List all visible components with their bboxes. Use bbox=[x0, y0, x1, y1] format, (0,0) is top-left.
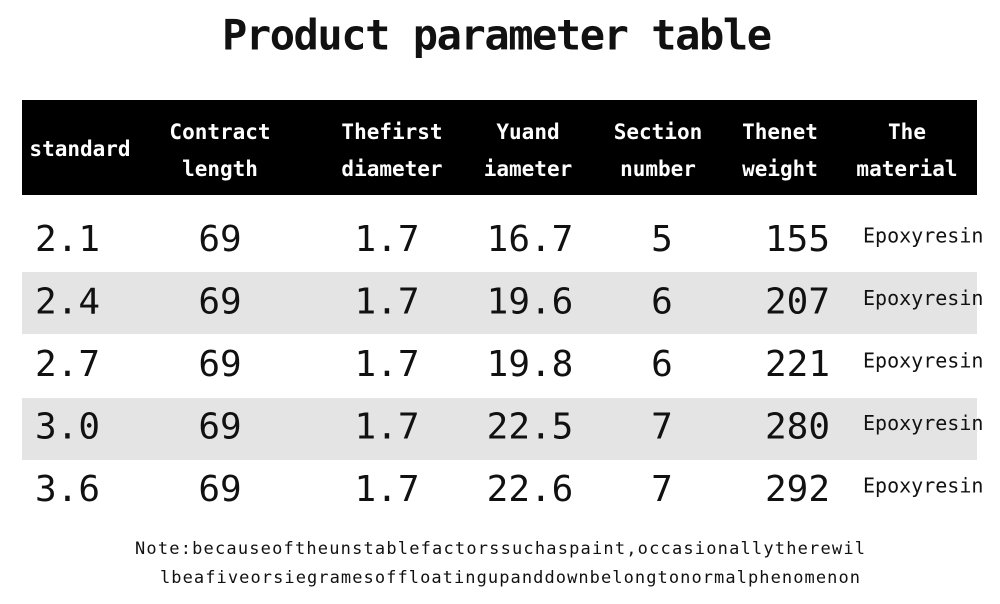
column-header: Thenet bbox=[742, 120, 818, 144]
table-cell: Epoxyresin bbox=[863, 474, 983, 498]
table-cell: 19.6 bbox=[487, 282, 574, 323]
column-header: Thefirst bbox=[341, 120, 442, 144]
table-cell: 69 bbox=[198, 219, 241, 260]
table-cell: 1.7 bbox=[354, 219, 419, 260]
table-cell: 155 bbox=[765, 219, 830, 260]
table-cell: 221 bbox=[765, 344, 830, 385]
header-band bbox=[22, 100, 977, 195]
table-cell: 292 bbox=[765, 469, 830, 510]
row-band bbox=[22, 272, 977, 334]
table-cell: 1.7 bbox=[354, 344, 419, 385]
table-cell: 280 bbox=[765, 407, 830, 448]
note-line: Note:becauseoftheunstablefactorssuchaspa… bbox=[135, 539, 865, 559]
table-cell: Epoxyresin bbox=[863, 224, 983, 248]
table-cell: 22.5 bbox=[487, 407, 574, 448]
table-cell: 19.8 bbox=[487, 344, 574, 385]
note-line: lbeafiveorsiegramesoffloatingupanddownbe… bbox=[160, 568, 860, 588]
column-header: weight bbox=[742, 157, 818, 181]
column-header: Contract bbox=[169, 120, 270, 144]
table-cell: 3.0 bbox=[35, 407, 100, 448]
title: Product parameter table bbox=[222, 11, 772, 60]
table-cell: 3.6 bbox=[35, 469, 100, 510]
table-cell: 22.6 bbox=[487, 469, 574, 510]
table-cell: Epoxyresin bbox=[863, 349, 983, 373]
table-cell: 7 bbox=[651, 407, 673, 448]
row-band bbox=[22, 398, 977, 460]
column-header: diameter bbox=[341, 157, 442, 181]
column-header: material bbox=[856, 157, 957, 181]
table-cell: 69 bbox=[198, 407, 241, 448]
column-header: Yuand bbox=[496, 120, 559, 144]
column-header: iameter bbox=[484, 157, 573, 181]
table-cell: 2.4 bbox=[35, 282, 100, 323]
table-cell: 1.7 bbox=[354, 407, 419, 448]
table-cell: 6 bbox=[651, 344, 673, 385]
table-cell: Epoxyresin bbox=[863, 286, 983, 310]
column-header: Section bbox=[614, 120, 703, 144]
column-header: The bbox=[888, 120, 926, 144]
table-cell: 1.7 bbox=[354, 282, 419, 323]
table-cell: 2.1 bbox=[35, 219, 100, 260]
column-header: number bbox=[620, 157, 696, 181]
table-cell: 69 bbox=[198, 282, 241, 323]
table-cell: 207 bbox=[765, 282, 830, 323]
table-cell: 69 bbox=[198, 469, 241, 510]
table-cell: 5 bbox=[651, 219, 673, 260]
table-cell: 6 bbox=[651, 282, 673, 323]
table-cell: 2.7 bbox=[35, 344, 100, 385]
column-header: standard bbox=[29, 137, 130, 161]
table-cell: 16.7 bbox=[487, 219, 574, 260]
table-cell: 69 bbox=[198, 344, 241, 385]
table-cell: 1.7 bbox=[354, 469, 419, 510]
column-header: length bbox=[182, 157, 258, 181]
table-cell: Epoxyresin bbox=[863, 411, 983, 435]
table-cell: 7 bbox=[651, 469, 673, 510]
